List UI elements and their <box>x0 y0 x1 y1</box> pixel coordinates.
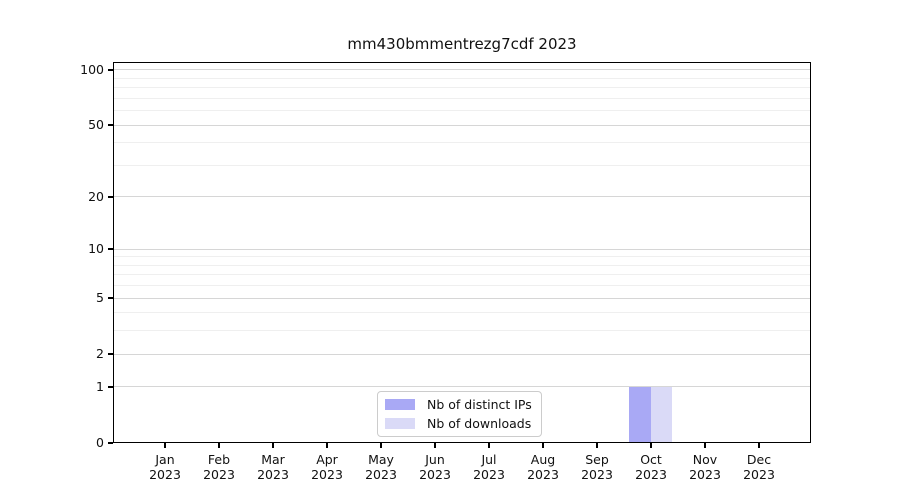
x-tick-mark <box>272 443 274 448</box>
y-tick-label: 0 <box>96 435 104 450</box>
gridline-major <box>114 297 810 299</box>
y-tick-label: 100 <box>80 61 104 77</box>
x-tick-mark <box>650 443 652 448</box>
x-tick-month: Feb <box>207 452 231 467</box>
x-tick-month: Dec <box>746 452 772 467</box>
y-tick-mark <box>108 442 113 444</box>
x-tick-label: Apr 2023 <box>303 452 351 482</box>
gridline-major <box>114 69 810 71</box>
y-tick-label: 20 <box>88 188 104 204</box>
x-tick-label: Aug 2023 <box>519 452 567 482</box>
bar-distinct-ips <box>629 387 651 442</box>
x-tick-label: May 2023 <box>357 452 405 482</box>
gridline-minor <box>114 264 810 266</box>
gridline-minor <box>114 274 810 276</box>
x-tick-mark <box>218 443 220 448</box>
x-tick-mark <box>326 443 328 448</box>
x-tick-mark <box>596 443 598 448</box>
gridline-minor <box>114 285 810 287</box>
gridline-minor <box>114 77 810 79</box>
x-tick-label: Sep 2023 <box>573 452 621 482</box>
legend-swatch-distinct-ips <box>385 399 415 410</box>
y-tick-label: 50 <box>88 117 104 133</box>
x-tick-label: Jan 2023 <box>141 452 189 482</box>
y-tick-label: 5 <box>96 290 104 306</box>
bar-downloads <box>650 387 672 442</box>
gridline-minor <box>114 312 810 314</box>
x-tick-month: Jun <box>425 452 445 467</box>
x-tick-year: 2023 <box>419 467 451 482</box>
y-tick-label: 2 <box>96 346 104 362</box>
y-tick-mark <box>108 297 113 299</box>
x-tick-month: Sep <box>585 452 609 467</box>
y-tick-label: 10 <box>88 241 104 257</box>
gridline-major <box>114 124 810 126</box>
plot-area <box>113 62 811 443</box>
x-tick-month: Apr <box>316 452 338 467</box>
x-tick-mark <box>542 443 544 448</box>
x-tick-label: Dec 2023 <box>735 452 783 482</box>
x-tick-year: 2023 <box>635 467 667 482</box>
x-tick-year: 2023 <box>689 467 721 482</box>
y-tick-mark <box>108 353 113 355</box>
gridline-major <box>114 196 810 198</box>
x-tick-year: 2023 <box>473 467 505 482</box>
x-tick-month: Jan <box>155 452 175 467</box>
x-tick-year: 2023 <box>149 467 181 482</box>
gridline-minor <box>114 164 810 166</box>
x-tick-label: Oct 2023 <box>627 452 675 482</box>
x-tick-month: Jul <box>481 452 497 467</box>
x-tick-mark <box>758 443 760 448</box>
x-tick-mark <box>164 443 166 448</box>
x-tick-month: Oct <box>640 452 662 467</box>
x-tick-label: Jul 2023 <box>465 452 513 482</box>
x-tick-mark <box>704 443 706 448</box>
x-tick-month: Nov <box>692 452 718 467</box>
x-tick-year: 2023 <box>203 467 235 482</box>
gridline-minor <box>114 330 810 332</box>
x-tick-month: Mar <box>261 452 285 467</box>
legend-item-distinct-ips: Nb of distinct IPs <box>385 397 532 412</box>
gridline-major <box>114 386 810 388</box>
legend: Nb of distinct IPs Nb of downloads <box>377 391 542 437</box>
chart-title: mm430bmmentrezg7cdf 2023 <box>347 35 577 53</box>
y-tick-label: 1 <box>96 378 104 394</box>
x-tick-month: May <box>368 452 394 467</box>
x-tick-year: 2023 <box>527 467 559 482</box>
gridline-major <box>114 248 810 250</box>
y-tick-mark <box>108 248 113 250</box>
y-tick-mark <box>108 69 113 71</box>
gridline-minor <box>114 256 810 258</box>
y-tick-mark <box>108 386 113 388</box>
x-tick-year: 2023 <box>743 467 775 482</box>
y-tick-mark <box>108 196 113 198</box>
x-tick-label: Jun 2023 <box>411 452 459 482</box>
x-tick-year: 2023 <box>581 467 613 482</box>
legend-swatch-downloads <box>385 418 415 429</box>
x-tick-mark <box>434 443 436 448</box>
legend-item-downloads: Nb of downloads <box>385 416 532 431</box>
x-tick-year: 2023 <box>257 467 289 482</box>
x-tick-label: Nov 2023 <box>681 452 729 482</box>
legend-label-downloads: Nb of downloads <box>427 416 532 431</box>
x-tick-year: 2023 <box>311 467 343 482</box>
x-tick-mark <box>488 443 490 448</box>
gridline-minor <box>114 110 810 112</box>
x-tick-mark <box>380 443 382 448</box>
x-tick-month: Aug <box>530 452 556 467</box>
gridline-minor <box>114 142 810 144</box>
legend-label-distinct-ips: Nb of distinct IPs <box>427 397 532 412</box>
gridline-major <box>114 353 810 355</box>
gridline-minor <box>114 97 810 99</box>
x-tick-label: Feb 2023 <box>195 452 243 482</box>
gridline-minor <box>114 87 810 89</box>
x-tick-year: 2023 <box>365 467 397 482</box>
y-tick-mark <box>108 124 113 126</box>
x-tick-label: Mar 2023 <box>249 452 297 482</box>
